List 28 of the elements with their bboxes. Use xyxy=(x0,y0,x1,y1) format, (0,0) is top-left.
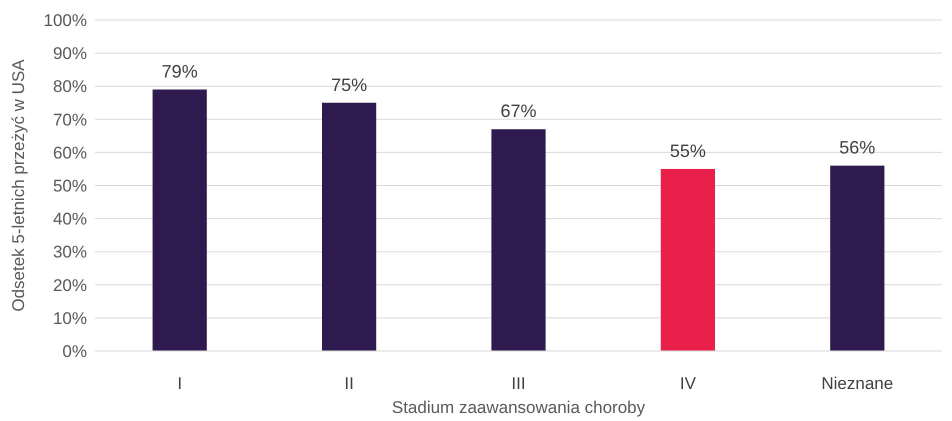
y-tick-label: 60% xyxy=(52,143,87,162)
y-axis-title: Odsetek 5-letnich przeżyć w USA xyxy=(9,58,28,312)
y-tick-label: 30% xyxy=(52,242,87,262)
x-axis-title: Stadium zaawansowania choroby xyxy=(392,398,646,417)
y-tick-label: 100% xyxy=(44,10,87,30)
data-label: 55% xyxy=(670,140,706,161)
y-tick-label: 80% xyxy=(52,77,87,96)
y-tick-label: 10% xyxy=(52,308,87,328)
bar xyxy=(322,102,376,351)
bar xyxy=(152,90,207,351)
y-tick-label: 90% xyxy=(52,44,87,64)
y-tick-label: 50% xyxy=(52,176,87,196)
x-tick-label: III xyxy=(511,374,526,393)
bar xyxy=(491,129,546,351)
bar xyxy=(830,166,884,351)
bar xyxy=(660,168,716,351)
data-label: 75% xyxy=(331,74,368,95)
x-tick-label: II xyxy=(344,374,354,393)
x-tick-label: IV xyxy=(680,374,697,393)
y-tick-label: 40% xyxy=(52,210,87,229)
data-label: 56% xyxy=(839,138,876,158)
y-tick-label: 0% xyxy=(62,342,87,361)
data-label: 67% xyxy=(500,101,537,122)
x-tick-label: Nieznane xyxy=(821,374,894,393)
data-label: 79% xyxy=(162,62,198,82)
y-tick-label: 70% xyxy=(52,110,87,130)
x-tick-label: I xyxy=(177,374,182,393)
y-tick-label: 20% xyxy=(52,276,87,295)
